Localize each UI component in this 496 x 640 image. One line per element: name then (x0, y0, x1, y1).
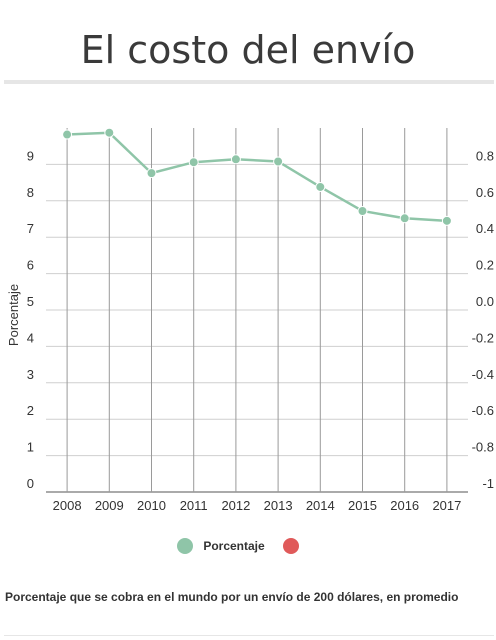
y-tick-label: 5 (27, 294, 34, 309)
y-tick-label: 7 (27, 221, 34, 236)
y-tick-label: 6 (27, 258, 34, 273)
y-tick-label: 3 (27, 367, 34, 382)
y-tick-label: 9 (27, 148, 34, 163)
y-tick-label: 8 (27, 185, 34, 200)
y-axis-left: 0 1 2 3 4 5 6 7 8 9 (27, 148, 34, 491)
x-axis: 2008 2009 2010 2011 2012 2013 2014 2015 2016 2017 (53, 498, 462, 513)
chart-title: El costo del envío (80, 28, 416, 72)
data-point[interactable] (188, 157, 199, 168)
data-point[interactable] (146, 168, 157, 179)
y2-tick-label: -0.4 (472, 367, 494, 382)
data-point[interactable] (441, 215, 452, 226)
line-chart: 0 1 2 3 4 5 6 7 8 9 -1 -0.8 -0.6 -0.4 -0.2 0.0 0.2 0.4 0.… (6, 127, 494, 513)
x-tick-label: 2013 (264, 498, 293, 513)
legend-swatch-green (177, 538, 194, 554)
legend: Porcentaje (0, 538, 496, 554)
x-tick-label: 2015 (348, 498, 377, 513)
legend-item-second[interactable] (282, 538, 319, 554)
x-tick-label: 2017 (432, 498, 461, 513)
y-axis-label: Porcentaje (6, 284, 21, 346)
x-tick-label: 2011 (180, 498, 208, 513)
data-point[interactable] (273, 156, 284, 167)
y-tick-label: 1 (27, 440, 34, 455)
y2-tick-label: 0.4 (476, 221, 494, 236)
series-group (62, 127, 452, 226)
x-tick-label: 2014 (306, 498, 335, 513)
y2-tick-label: -0.8 (472, 440, 494, 455)
data-point[interactable] (230, 154, 241, 165)
y-axis-right: -1 -0.8 -0.6 -0.4 -0.2 0.0 0.2 0.4 0.6 0.8 (472, 148, 494, 491)
y2-tick-label: -0.2 (472, 330, 494, 345)
y-tick-label: 0 (27, 476, 34, 491)
x-tick-label: 2008 (53, 498, 82, 513)
y2-tick-label: 0.2 (476, 258, 494, 273)
x-tick-label: 2012 (221, 498, 250, 513)
legend-label: Porcentaje (203, 539, 265, 553)
x-tick-label: 2010 (137, 498, 166, 513)
data-point[interactable] (62, 129, 73, 140)
data-point[interactable] (104, 127, 115, 138)
y2-tick-label: 0.8 (476, 148, 494, 163)
series-line (67, 131, 447, 223)
y2-tick-label: 0.0 (476, 294, 494, 309)
y-tick-label: 2 (27, 403, 34, 418)
y-tick-label: 4 (27, 330, 34, 345)
data-point[interactable] (399, 213, 410, 224)
data-point[interactable] (357, 205, 368, 216)
legend-swatch-red (282, 538, 299, 554)
chart-caption: Porcentaje que se cobra en el mundo por … (5, 590, 459, 604)
legend-item-porcentaje[interactable]: Porcentaje (177, 538, 274, 554)
title-divider (4, 80, 494, 84)
y2-tick-label: 0.6 (476, 185, 494, 200)
x-tick-label: 2009 (95, 498, 124, 513)
data-point[interactable] (315, 181, 326, 192)
y2-tick-label: -1 (482, 476, 494, 491)
x-tick-label: 2016 (390, 498, 419, 513)
bottom-divider (4, 635, 494, 636)
y2-tick-label: -0.6 (472, 403, 494, 418)
chart-grid (46, 128, 468, 493)
